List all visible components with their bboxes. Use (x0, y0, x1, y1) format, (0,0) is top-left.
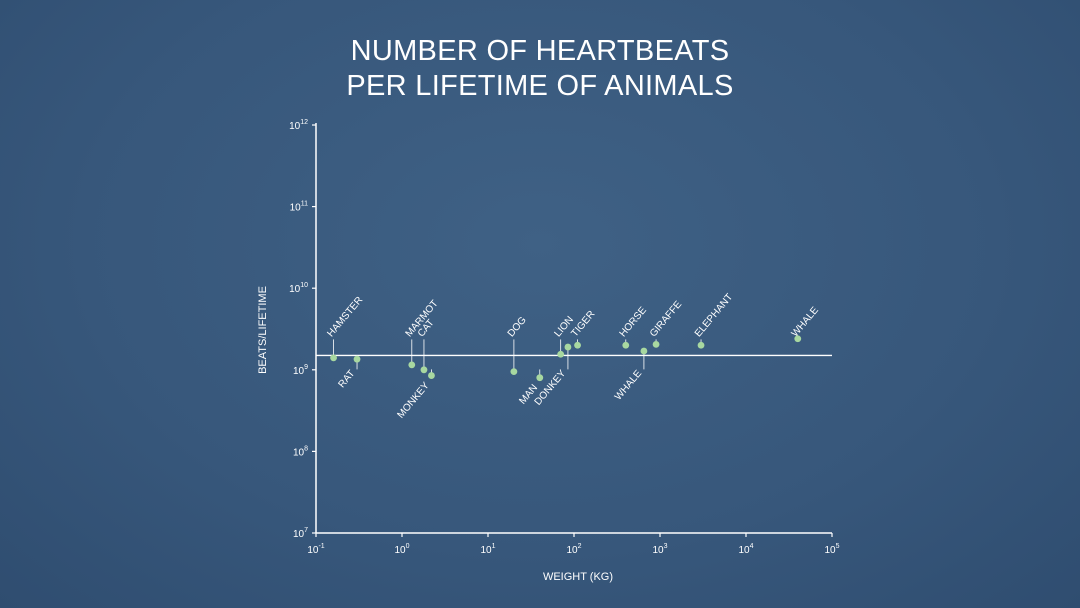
y-axis-label: BEATS/LIFETIME (257, 286, 269, 374)
point-label: GIRAFFE (648, 299, 684, 340)
data-point (510, 368, 518, 376)
point-label: HORSE (618, 305, 649, 340)
x-tick-label: 10-1 (307, 543, 324, 556)
point-label: WHALE (790, 305, 821, 340)
data-point (408, 361, 416, 369)
data-point (697, 341, 705, 349)
data-point (557, 350, 565, 358)
data-point (420, 366, 428, 374)
x-tick-label: 103 (652, 543, 667, 556)
data-point (564, 343, 572, 351)
data-point (330, 354, 337, 362)
axes: 107 108 109 1010 1011 1012 10-1 100 101 102 103 104… (289, 119, 840, 556)
x-tick-label: 104 (738, 543, 753, 556)
x-axis-label: WEIGHT (KG) (543, 571, 613, 583)
point-label: ELEPHANT (693, 292, 735, 340)
point-label: WHALE (613, 368, 644, 403)
chart-title-line-1: NUMBER OF HEARTBEATS (350, 35, 730, 67)
y-tick-label: 107 (293, 527, 308, 540)
point-label: DOG (506, 315, 529, 340)
x-tick-label: 105 (824, 543, 839, 556)
x-tick-label: 100 (394, 543, 409, 556)
chart-title: NUMBER OF HEARTBEATS PER LIFETIME OF ANI… (0, 34, 1080, 104)
y-tick-label: 1010 (289, 282, 308, 295)
data-point (794, 335, 802, 343)
y-tick-label: 1011 (290, 201, 308, 214)
data-point (353, 355, 361, 363)
data-point (652, 340, 660, 348)
point-label: HAMSTER (325, 295, 365, 340)
point-label: DONKEY (533, 368, 569, 408)
data-point (574, 341, 581, 349)
point-label: RAT (337, 368, 358, 390)
x-tick-label: 101 (480, 543, 495, 556)
y-tick-label: 1012 (289, 119, 308, 132)
y-tick-label: 109 (293, 364, 308, 377)
data-points: HAMSTERRATMARMOTCATMONKEYDOGMANLIONDONKE… (325, 292, 821, 421)
x-tick-label: 102 (566, 543, 581, 556)
y-tick-label: 108 (293, 445, 308, 458)
point-label: MONKEY (395, 380, 431, 421)
chart-title-line-2: PER LIFETIME OF ANIMALS (346, 70, 734, 102)
data-point (536, 374, 544, 382)
data-point (622, 341, 630, 349)
data-point (640, 347, 648, 355)
data-point (428, 372, 435, 379)
